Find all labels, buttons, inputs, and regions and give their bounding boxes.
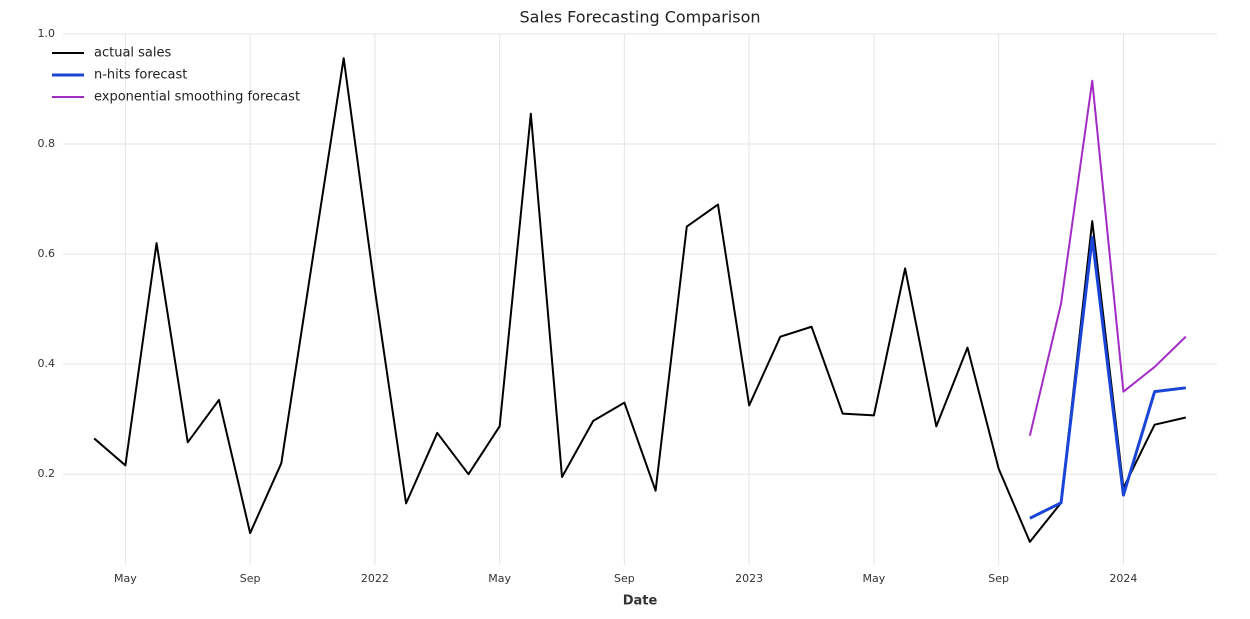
x-tick-label: Sep bbox=[988, 572, 1009, 585]
y-tick-label: 0.8 bbox=[38, 137, 56, 150]
x-tick-label: May bbox=[488, 572, 511, 585]
x-tick-label: 2023 bbox=[735, 572, 763, 585]
x-tick-label: 2024 bbox=[1109, 572, 1137, 585]
series-line bbox=[93, 57, 1187, 543]
y-tick-label: 1.0 bbox=[38, 27, 56, 40]
x-tick-label: 2022 bbox=[361, 572, 389, 585]
x-tick-label: Sep bbox=[240, 572, 261, 585]
y-tick-label: 0.6 bbox=[38, 247, 56, 260]
y-tick-label: 0.2 bbox=[38, 467, 56, 480]
series-line bbox=[1029, 236, 1186, 520]
x-tick-label: Sep bbox=[614, 572, 635, 585]
chart-title: Sales Forecasting Comparison bbox=[520, 8, 761, 27]
x-tick-label: May bbox=[863, 572, 886, 585]
x-axis-label: Date bbox=[623, 594, 658, 609]
y-tick-label: 0.4 bbox=[38, 357, 56, 370]
series-line bbox=[1028, 79, 1187, 436]
legend-label: n-hits forecast bbox=[94, 68, 187, 83]
x-tick-label: May bbox=[114, 572, 137, 585]
legend-label: actual sales bbox=[94, 46, 172, 61]
legend-label: exponential smoothing forecast bbox=[94, 90, 300, 105]
